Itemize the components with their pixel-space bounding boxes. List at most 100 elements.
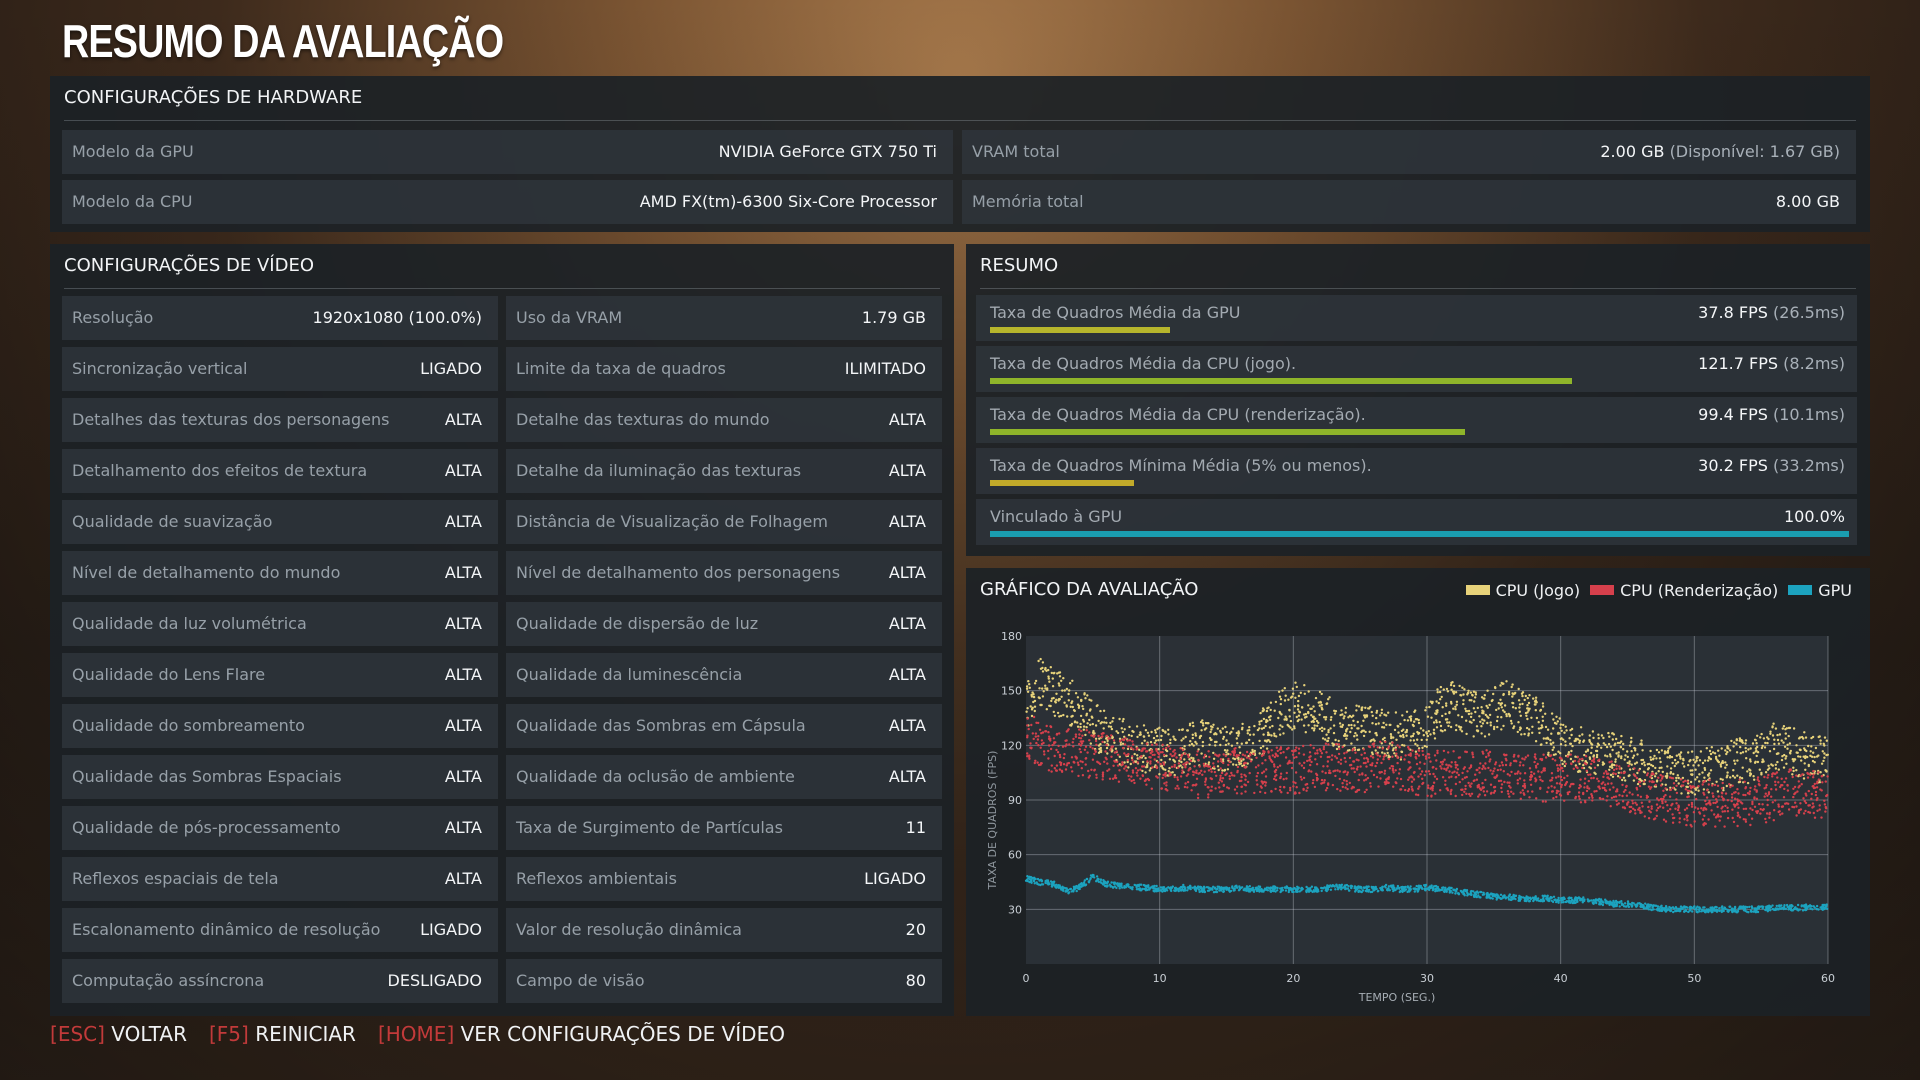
data-point [1633,767,1636,770]
data-point [1797,737,1801,740]
data-point [1178,753,1181,757]
data-point [1440,695,1443,699]
data-point [1511,692,1514,695]
data-point [1542,737,1545,740]
data-point [1032,715,1036,719]
data-point [1474,691,1477,694]
data-point [1298,762,1301,765]
video-setting-label: Qualidade de pós-processamento [72,818,341,837]
data-point [1369,740,1372,743]
data-point [1289,789,1292,792]
data-point [1446,690,1450,693]
data-point [1712,801,1715,805]
series-cpu-renderiza-o [1026,715,1829,828]
data-point [1531,790,1534,793]
data-point [1212,751,1215,755]
data-point [1542,767,1545,770]
data-point [1539,898,1543,901]
data-point [1526,711,1529,714]
data-point [1393,752,1396,755]
data-point [1319,749,1322,753]
data-point [1252,890,1256,893]
data-point [1800,783,1803,786]
data-point [1225,772,1228,775]
data-point [1457,756,1461,759]
data-point [1547,899,1551,903]
data-point [1172,735,1175,738]
data-point [1780,758,1784,762]
data-point [1661,799,1664,803]
data-point [1209,887,1212,890]
data-point [1135,771,1138,774]
data-point [1050,671,1053,675]
data-point [1579,801,1583,804]
data-point [1381,747,1384,750]
data-point [1557,750,1560,753]
data-point [1679,751,1683,754]
data-point [1719,765,1723,768]
data-point [1750,817,1754,820]
data-point [1490,791,1493,794]
data-point [1276,754,1279,758]
data-point [1534,757,1537,760]
data-point [1324,771,1327,775]
data-point [1546,894,1549,897]
data-point [1438,720,1441,724]
data-point [1666,804,1669,807]
data-point [1689,780,1693,784]
data-point [1317,721,1320,724]
data-point [1188,758,1191,761]
data-point [1418,761,1422,764]
data-point [1803,747,1806,750]
data-point [1130,746,1133,749]
data-point [1560,778,1563,782]
data-point [1370,885,1373,889]
data-point [1401,784,1405,788]
summary-label: Taxa de Quadros Média da CPU (renderizaç… [990,405,1366,424]
data-point [1621,783,1624,787]
data-point [1554,776,1558,779]
data-point [1118,737,1122,740]
data-point [1442,749,1446,753]
data-point [1711,784,1714,787]
data-point [1370,890,1374,894]
data-point [1285,747,1289,751]
data-point [1795,751,1798,754]
data-point [1797,780,1800,783]
data-point [1162,747,1165,751]
data-point [1539,743,1543,746]
data-point [1049,747,1053,751]
data-point [1523,784,1527,788]
data-point [1528,796,1531,799]
data-point [1609,773,1613,777]
data-point [1180,760,1183,764]
data-point [1430,794,1433,797]
data-point [1691,791,1694,794]
data-point [1316,749,1319,752]
data-point [1241,726,1244,729]
data-point [1469,715,1473,719]
data-point [1152,889,1155,893]
data-point [1266,731,1270,734]
data-point [1203,753,1207,757]
data-point [1085,729,1088,732]
data-point [1675,779,1678,782]
data-point [1383,754,1387,757]
data-point [1495,719,1499,723]
data-point [1434,887,1437,891]
data-point [1208,765,1212,768]
data-point [1227,752,1230,756]
data-point [1446,787,1449,790]
data-point [1224,725,1227,729]
data-point [1209,767,1213,771]
data-point [1258,720,1261,723]
data-point [1708,801,1711,804]
data-point [1270,790,1273,793]
video-setting-row: Detalhes das texturas dos personagens ALT… [62,398,498,442]
data-point [1446,721,1449,724]
data-point [1585,769,1588,772]
data-point [1334,888,1337,891]
data-point [1680,778,1683,781]
data-point [1770,795,1773,798]
data-point [1162,761,1165,764]
